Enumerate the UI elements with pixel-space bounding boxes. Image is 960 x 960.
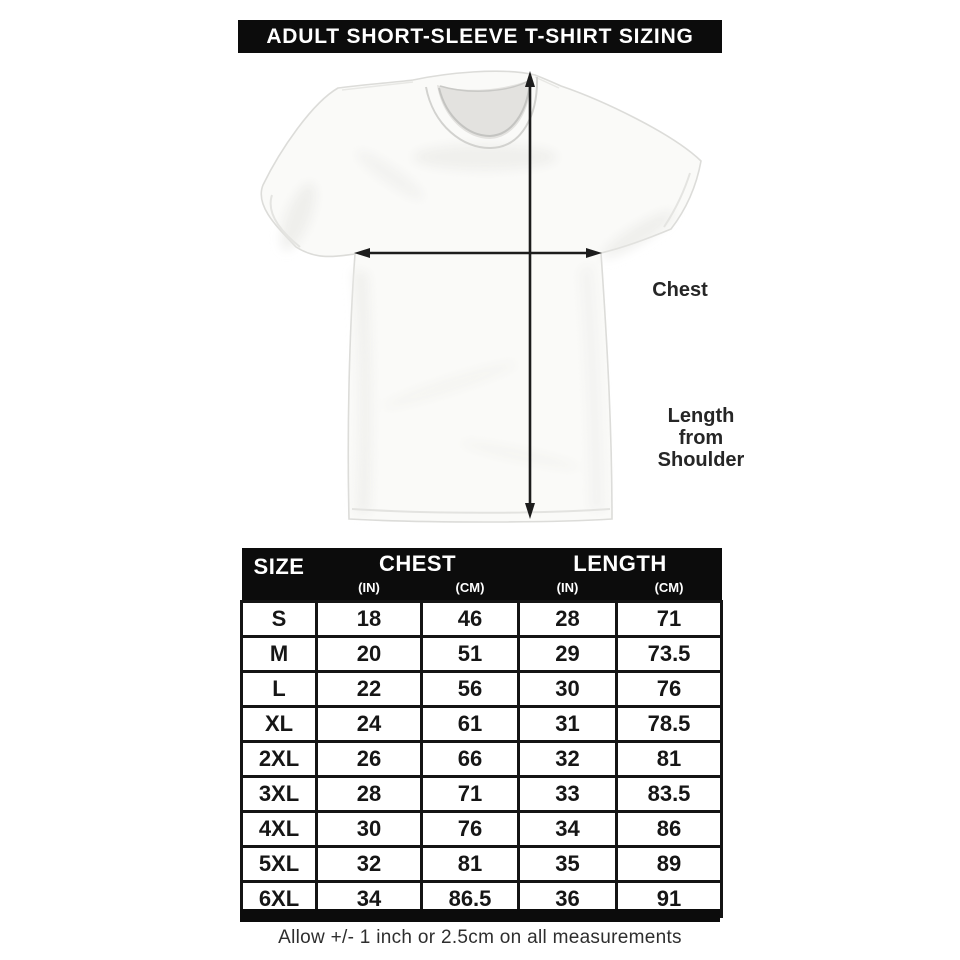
size-cell: 5XL <box>240 845 318 883</box>
length-in-cell: 28 <box>517 600 618 638</box>
chest-in-cell: 32 <box>315 845 423 883</box>
chest-in-cell: 30 <box>315 810 423 848</box>
size-table-header: SIZE CHEST LENGTH (IN) (CM) (IN) (CM) <box>241 548 722 602</box>
length-in-cell: 30 <box>517 670 618 708</box>
length-cm-cell: 89 <box>614 845 724 883</box>
collar-back-line <box>439 79 531 92</box>
chest-in-cell: 26 <box>315 740 423 778</box>
chest-cm-cell: 56 <box>420 670 520 708</box>
chest-in-cell: 28 <box>315 775 423 813</box>
size-cell: 2XL <box>240 740 318 778</box>
col-header-chest: CHEST <box>316 548 519 577</box>
tolerance-note-text: Allow +/- 1 inch or 2.5cm on all measure… <box>278 927 682 948</box>
length-in-cell: 34 <box>517 810 618 848</box>
table-row-4xl: 4XL 30 76 34 86 <box>240 810 724 848</box>
length-cm-cell: 86 <box>614 810 724 848</box>
chest-cm-cell: 66 <box>420 740 520 778</box>
length-cm-cell: 83.5 <box>614 775 724 813</box>
length-in-cell: 29 <box>517 635 618 673</box>
table-row-2xl: 2XL 26 66 32 81 <box>240 740 724 778</box>
length-in-cell: 31 <box>517 705 618 743</box>
table-row-m: M 20 51 29 73.5 <box>240 635 724 673</box>
length-in-cell: 33 <box>517 775 618 813</box>
hem-seam <box>351 508 611 514</box>
table-row-xl: XL 24 61 31 78.5 <box>240 705 724 743</box>
size-cell: 3XL <box>240 775 318 813</box>
collar-band-outer <box>425 76 539 150</box>
right-shoulder-seam <box>534 76 560 89</box>
chest-cm-cell: 51 <box>420 635 520 673</box>
length-arrow <box>525 71 535 519</box>
size-cell: 4XL <box>240 810 318 848</box>
chest-in-cell: 18 <box>315 600 423 638</box>
chest-in-cell: 22 <box>315 670 423 708</box>
chest-cm-cell: 76 <box>420 810 520 848</box>
chest-cm-cell: 71 <box>420 775 520 813</box>
chest-measure-label: Chest <box>620 279 740 302</box>
chest-in-cell: 24 <box>315 705 423 743</box>
size-cell: S <box>240 600 318 638</box>
size-cell: L <box>240 670 318 708</box>
right-cuff-seam <box>663 172 691 228</box>
length-cm-cell: 76 <box>614 670 724 708</box>
unit-length-in: (IN) <box>518 577 617 602</box>
size-table: SIZE CHEST LENGTH (IN) (CM) (IN) (CM) S … <box>240 548 724 918</box>
col-header-size: SIZE <box>241 548 317 602</box>
tshirt-diagram: Chest Length from Shoulder <box>220 55 750 535</box>
page-title: ADULT SHORT-SLEEVE T-SHIRT SIZING <box>266 24 694 48</box>
length-measure-label: Length from Shoulder <box>621 405 781 471</box>
chest-cm-cell: 46 <box>420 600 520 638</box>
table-row-3xl: 3XL 28 71 33 83.5 <box>240 775 724 813</box>
table-row-5xl: 5XL 32 81 35 89 <box>240 845 724 883</box>
length-in-cell: 32 <box>517 740 618 778</box>
length-label-line2: from <box>678 427 724 449</box>
unit-length-cm: (CM) <box>616 577 722 602</box>
length-in-cell: 35 <box>517 845 618 883</box>
length-cm-cell: 73.5 <box>614 635 724 673</box>
chest-cm-cell: 81 <box>420 845 520 883</box>
chest-cm-cell: 61 <box>420 705 520 743</box>
table-row-s: S 18 46 28 71 <box>240 600 724 638</box>
table-row-l: L 22 56 30 76 <box>240 670 724 708</box>
length-label-line3: Shoulder <box>657 449 745 471</box>
length-cm-cell: 81 <box>614 740 724 778</box>
shirt-shading <box>280 144 674 513</box>
title-banner: ADULT SHORT-SLEEVE T-SHIRT SIZING <box>238 20 722 53</box>
tshirt-illustration <box>260 70 702 523</box>
chest-label-text: Chest <box>652 279 708 301</box>
length-label-line1: Length <box>667 405 735 427</box>
table-bottom-bar <box>240 909 720 922</box>
tolerance-note: Allow +/- 1 inch or 2.5cm on all measure… <box>0 927 960 949</box>
size-cell: M <box>240 635 318 673</box>
unit-chest-in: (IN) <box>316 577 422 602</box>
chest-arrow <box>354 248 602 258</box>
length-cm-cell: 78.5 <box>614 705 724 743</box>
left-cuff-seam <box>269 194 301 248</box>
collar-inner-rim <box>438 81 531 138</box>
chest-in-cell: 20 <box>315 635 423 673</box>
size-cell: XL <box>240 705 318 743</box>
left-shoulder-seam <box>341 81 414 91</box>
unit-chest-cm: (CM) <box>421 577 519 602</box>
col-header-length: LENGTH <box>518 548 722 577</box>
length-cm-cell: 71 <box>614 600 724 638</box>
